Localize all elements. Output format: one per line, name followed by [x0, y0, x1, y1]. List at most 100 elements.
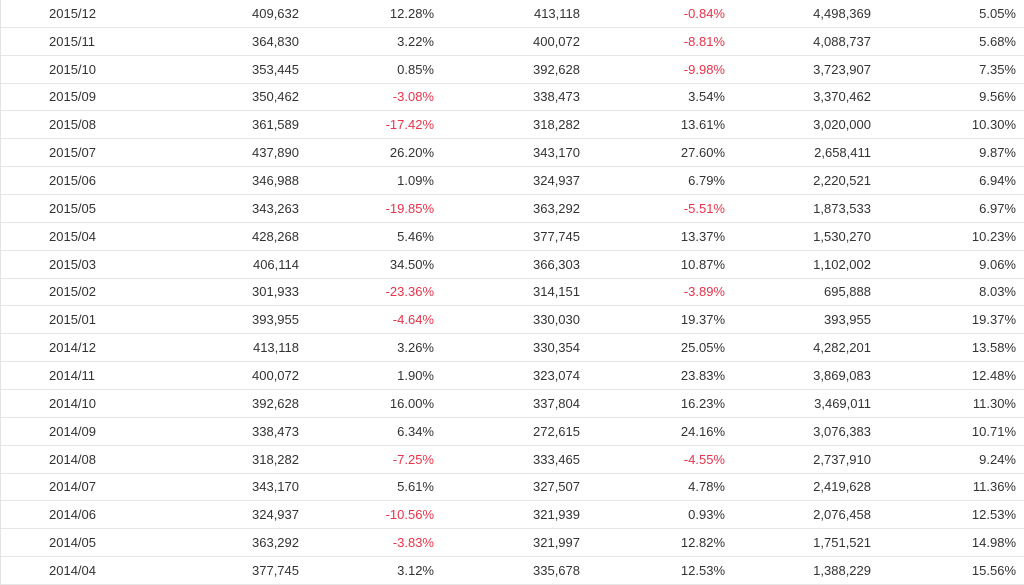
- value-cell: 272,615: [533, 423, 580, 439]
- value-cell: 413,118: [533, 5, 580, 21]
- value-cell: 4,282,201: [813, 340, 871, 356]
- value-cell: 26.20%: [389, 145, 434, 161]
- table-row: 2015/10 353,445 0.85% 392,628 -9.98% 3,723,90…: [1, 56, 1024, 84]
- table-row: 2015/12 409,632 12.28% 413,118 -0.84% 4,498,3…: [1, 0, 1024, 28]
- value-cell: 377,745: [533, 228, 580, 244]
- value-cell: 24.16%: [680, 423, 725, 439]
- value-cell: -23.36%: [385, 284, 434, 300]
- value-cell: 3.22%: [397, 33, 434, 49]
- month-cell: 2014/09: [49, 423, 96, 439]
- table-row: 2015/01 393,955 -4.64% 330,030 19.37% 393,955…: [1, 306, 1024, 335]
- value-cell: 15.56%: [971, 563, 1016, 579]
- value-cell: 12.48%: [971, 368, 1016, 384]
- value-cell: 6.34%: [397, 423, 434, 439]
- value-cell: 13.61%: [680, 117, 725, 133]
- value-cell: 11.36%: [972, 479, 1016, 495]
- table-row: 2014/07 343,170 5.61% 327,507 4.78% 2,419,628…: [1, 474, 1024, 502]
- value-cell: 409,632: [252, 5, 299, 21]
- value-cell: 10.23%: [971, 228, 1016, 244]
- value-cell: 346,988: [252, 173, 299, 189]
- value-cell: -4.64%: [392, 312, 434, 328]
- month-cell: 2015/08: [49, 117, 96, 133]
- value-cell: -4.55%: [683, 451, 725, 467]
- month-cell: 2015/04: [49, 228, 96, 244]
- table-row: 2014/10 392,628 16.00% 337,804 16.23% 3,469,0…: [1, 390, 1024, 418]
- value-cell: 6.97%: [979, 200, 1016, 216]
- table-row: 2015/11 364,830 3.22% 400,072 -8.81% 4,088,73…: [1, 28, 1024, 56]
- value-cell: 324,937: [533, 173, 580, 189]
- value-cell: 9.56%: [979, 89, 1016, 105]
- value-cell: 314,151: [533, 284, 580, 300]
- value-cell: -19.85%: [385, 200, 434, 216]
- value-cell: 3,869,083: [813, 368, 871, 384]
- month-cell: 2015/06: [49, 173, 96, 189]
- value-cell: 9.87%: [979, 145, 1016, 161]
- value-cell: 3,076,383: [813, 423, 871, 439]
- value-cell: 400,072: [533, 33, 580, 49]
- value-cell: 338,473: [252, 423, 299, 439]
- value-cell: 8.03%: [979, 284, 1016, 300]
- value-cell: 333,465: [533, 451, 580, 467]
- month-cell: 2015/11: [49, 33, 96, 49]
- table-row: 2015/08 361,589 -17.42% 318,282 13.61% 3,020,…: [1, 111, 1024, 140]
- value-cell: -8.81%: [683, 33, 725, 49]
- value-cell: 3,020,000: [813, 117, 871, 133]
- table-row: 2015/03 406,114 34.50% 366,303 10.87% 1,102,0…: [1, 251, 1024, 279]
- value-cell: 1,873,533: [813, 200, 871, 216]
- value-cell: -9.98%: [683, 61, 725, 77]
- value-cell: 7.35%: [979, 61, 1016, 77]
- value-cell: 437,890: [252, 145, 299, 161]
- table-row: 2015/05 343,263 -19.85% 363,292 -5.51% 1,873,…: [1, 195, 1024, 223]
- table-row: 2015/04 428,268 5.46% 377,745 13.37% 1,530,27…: [1, 223, 1024, 251]
- value-cell: 335,678: [533, 563, 580, 579]
- value-cell: 2,076,458: [813, 507, 871, 523]
- value-cell: 34.50%: [389, 256, 434, 272]
- month-cell: 2014/07: [49, 479, 96, 495]
- value-cell: -3.83%: [392, 535, 434, 551]
- table-row: 2015/06 346,988 1.09% 324,937 6.79% 2,220,521…: [1, 167, 1024, 195]
- value-cell: 301,933: [252, 284, 299, 300]
- table-row: 2014/11 400,072 1.90% 323,074 23.83% 3,869,08…: [1, 362, 1024, 390]
- value-cell: 2,658,411: [814, 145, 871, 161]
- value-cell: -17.42%: [385, 117, 434, 133]
- value-cell: 343,170: [252, 479, 299, 495]
- value-cell: 428,268: [252, 228, 299, 244]
- value-cell: 19.37%: [971, 312, 1016, 328]
- value-cell: 11.30%: [972, 395, 1016, 411]
- value-cell: 413,118: [252, 340, 299, 356]
- value-cell: 1,102,002: [813, 256, 871, 272]
- month-cell: 2015/03: [49, 256, 96, 272]
- month-cell: 2014/05: [49, 535, 96, 551]
- value-cell: 393,955: [252, 312, 299, 328]
- value-cell: 338,473: [533, 89, 580, 105]
- value-cell: 5.61%: [397, 479, 434, 495]
- table-row: 2015/07 437,890 26.20% 343,170 27.60% 2,658,4…: [1, 139, 1024, 168]
- month-cell: 2014/12: [49, 340, 96, 356]
- value-cell: 1.09%: [397, 173, 434, 189]
- value-cell: -10.56%: [385, 507, 434, 523]
- value-cell: 1,751,521: [813, 535, 871, 551]
- value-cell: 353,445: [252, 61, 299, 77]
- value-cell: 366,303: [533, 256, 580, 272]
- month-cell: 2015/02: [49, 284, 96, 300]
- value-cell: 25.05%: [680, 340, 725, 356]
- value-cell: 6.94%: [979, 173, 1016, 189]
- value-cell: 327,507: [533, 479, 580, 495]
- value-cell: 1,388,229: [813, 563, 871, 579]
- value-cell: 2,220,521: [813, 173, 871, 189]
- value-cell: 13.58%: [971, 340, 1016, 356]
- value-cell: 23.83%: [680, 368, 725, 384]
- month-cell: 2014/04: [49, 563, 96, 579]
- table-row: 2015/02 301,933 -23.36% 314,151 -3.89% 695,88…: [1, 279, 1024, 307]
- value-cell: 393,955: [824, 312, 871, 328]
- value-cell: 9.06%: [979, 256, 1016, 272]
- value-cell: -3.89%: [683, 284, 725, 300]
- value-cell: 3,370,462: [813, 89, 871, 105]
- value-cell: 12.82%: [680, 535, 725, 551]
- value-cell: 1,530,270: [813, 228, 871, 244]
- table-row: 2014/06 324,937 -10.56% 321,939 0.93% 2,076,4…: [1, 501, 1024, 530]
- table-row: 2014/09 338,473 6.34% 272,615 24.16% 3,076,38…: [1, 418, 1024, 446]
- value-cell: 12.53%: [680, 563, 725, 579]
- table-row: 2014/05 363,292 -3.83% 321,997 12.82% 1,751,5…: [1, 529, 1024, 558]
